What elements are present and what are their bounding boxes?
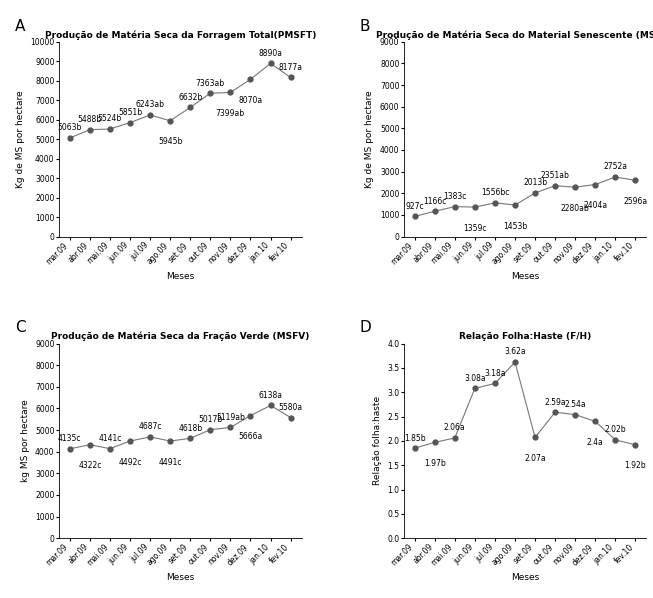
X-axis label: Meses: Meses [166, 573, 195, 582]
Text: 4687c: 4687c [138, 422, 162, 431]
Text: 8070a: 8070a [238, 96, 263, 105]
Text: 4322c: 4322c [78, 462, 102, 471]
Text: 2596a: 2596a [624, 197, 648, 206]
Text: 4135c: 4135c [58, 434, 82, 443]
Text: 6243ab: 6243ab [136, 100, 165, 109]
Text: 5017b: 5017b [198, 415, 223, 424]
Title: Produção de Matéria Seca da Fração Verde (MSFV): Produção de Matéria Seca da Fração Verde… [51, 332, 310, 341]
Text: 5488b: 5488b [78, 115, 102, 124]
Text: 1.85b: 1.85b [404, 434, 426, 443]
Text: 2.07a: 2.07a [524, 454, 546, 463]
Text: 2404a: 2404a [583, 201, 607, 210]
X-axis label: Meses: Meses [166, 271, 195, 280]
Y-axis label: Relação folha:haste: Relação folha:haste [373, 396, 382, 486]
Text: 1.92b: 1.92b [625, 462, 646, 471]
Text: 1556bc: 1556bc [481, 188, 509, 197]
Text: 5524b: 5524b [98, 114, 122, 123]
Text: 3.08a: 3.08a [464, 374, 486, 383]
Text: 1359c: 1359c [463, 224, 486, 233]
Text: 8890a: 8890a [259, 49, 283, 58]
Text: 2013b: 2013b [523, 178, 547, 187]
Text: 2.02b: 2.02b [605, 425, 626, 434]
Text: 1383c: 1383c [443, 192, 466, 201]
Text: 3.62a: 3.62a [504, 347, 526, 356]
Text: 1166c: 1166c [423, 197, 447, 206]
Text: 7363ab: 7363ab [196, 78, 225, 88]
Text: 4618b: 4618b [178, 424, 202, 433]
Text: 927c: 927c [406, 202, 424, 211]
Text: 2.4a: 2.4a [587, 438, 603, 447]
Text: 4141c: 4141c [98, 434, 121, 443]
Text: 4492c: 4492c [118, 457, 142, 466]
Y-axis label: kg MS por hectare: kg MS por hectare [20, 399, 29, 482]
Text: 2280ab: 2280ab [561, 204, 590, 213]
Text: 2351ab: 2351ab [541, 171, 569, 180]
Text: 2752a: 2752a [603, 163, 628, 172]
Text: 7399ab: 7399ab [215, 109, 245, 118]
Text: 2.06a: 2.06a [444, 423, 466, 432]
Text: 6632b: 6632b [178, 93, 202, 102]
Text: 1.97b: 1.97b [424, 459, 445, 468]
Text: D: D [360, 320, 372, 335]
Title: Relação Folha:Haste (F/H): Relação Folha:Haste (F/H) [459, 332, 591, 341]
Text: 6138a: 6138a [259, 391, 283, 400]
Text: 3.18a: 3.18a [484, 369, 505, 378]
Text: 4491c: 4491c [159, 457, 182, 467]
Text: 5666a: 5666a [238, 432, 263, 441]
Text: 1453b: 1453b [503, 222, 527, 231]
X-axis label: Meses: Meses [511, 271, 539, 280]
Text: 5119ab: 5119ab [216, 413, 245, 422]
Text: 2.59a: 2.59a [545, 398, 566, 407]
Text: 8177a: 8177a [279, 63, 302, 72]
Text: 5851b: 5851b [118, 108, 142, 117]
Text: 5945b: 5945b [158, 138, 182, 147]
Y-axis label: Kg de MS por hectare: Kg de MS por hectare [366, 90, 374, 188]
Text: C: C [15, 320, 25, 335]
Text: 5063b: 5063b [57, 123, 82, 132]
Text: B: B [360, 19, 370, 33]
Title: Produção de Matéria Seca da Forragem Total(PMSFT): Produção de Matéria Seca da Forragem Tot… [44, 30, 316, 39]
Text: A: A [15, 19, 25, 33]
X-axis label: Meses: Meses [511, 573, 539, 582]
Text: 2.54a: 2.54a [564, 400, 586, 409]
Text: 5580a: 5580a [279, 403, 302, 412]
Title: Produção de Matéria Seca do Material Senescente (MSFM): Produção de Matéria Seca do Material Sen… [375, 30, 653, 39]
Y-axis label: Kg de MS por hectare: Kg de MS por hectare [16, 90, 25, 188]
